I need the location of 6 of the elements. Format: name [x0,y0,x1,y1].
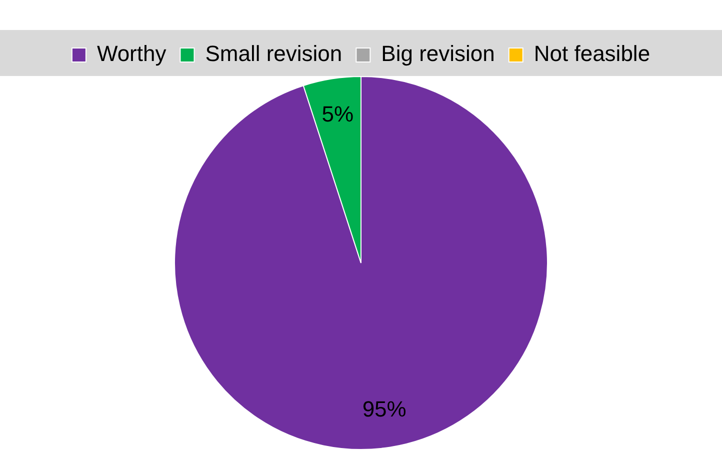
data-label: 5% [322,102,354,127]
legend-label: Small revision [205,41,342,66]
legend-label: Worthy [96,41,166,66]
data-label: 95% [362,396,406,422]
legend-label: Not feasible [534,41,650,66]
legend-label: Big revision [381,41,495,66]
